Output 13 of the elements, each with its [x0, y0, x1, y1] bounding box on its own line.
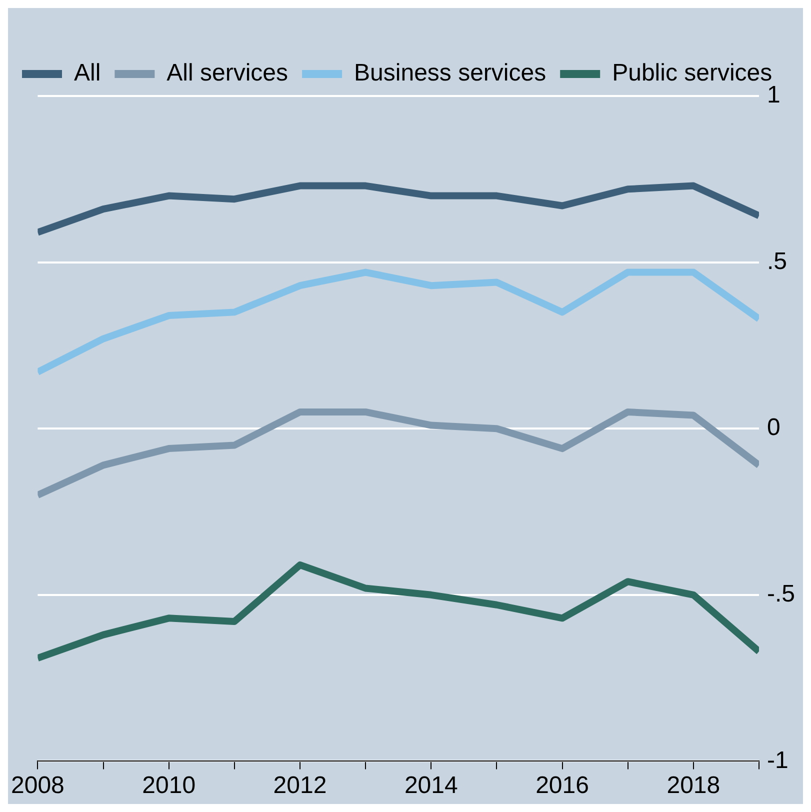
legend-label: Business services [354, 60, 546, 87]
x-tick-label: 2014 [404, 772, 458, 800]
x-tick-label: 2010 [142, 772, 196, 800]
legend-label: All [74, 60, 101, 87]
x-tick-label: 2012 [273, 772, 327, 800]
y-tick-label: -.5 [766, 580, 796, 608]
x-tick-label: 2016 [536, 772, 589, 800]
y-tick-label: -1 [766, 746, 788, 774]
x-tick-label: 2008 [11, 772, 64, 800]
y-tick-label: 0 [766, 414, 780, 442]
y-tick-label: .5 [766, 248, 788, 275]
x-tick-label: 2018 [666, 772, 720, 800]
legend-label: All services [166, 60, 288, 87]
